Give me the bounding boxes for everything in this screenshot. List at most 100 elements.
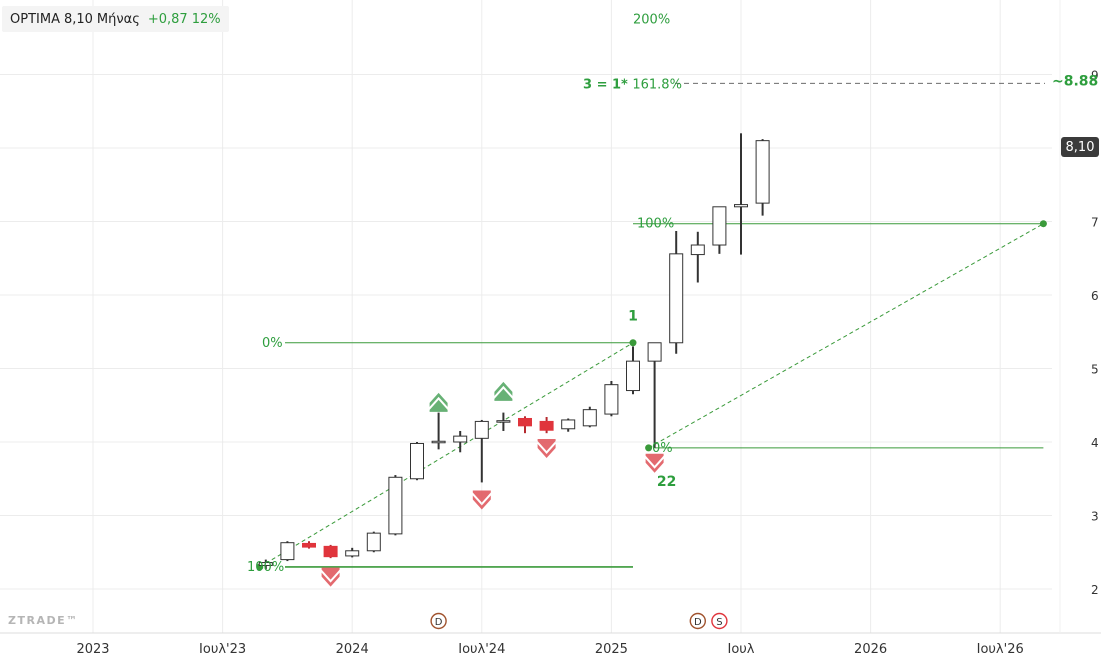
candle-body (388, 476, 403, 535)
x-tick-label: 2026 (854, 642, 887, 657)
trend-point (645, 444, 653, 452)
fib-level-label: 100% (247, 560, 284, 575)
candle-body (345, 550, 360, 557)
candle (582, 406, 597, 428)
candle-body (474, 420, 489, 439)
y-tick-label: 2 (1091, 583, 1099, 597)
trend-point (629, 339, 637, 347)
price-change: +0,87 (147, 11, 188, 27)
current-price-tag: 8,10 (1061, 137, 1099, 157)
top-level-label: 200% (633, 12, 670, 27)
candle-body (453, 435, 468, 443)
signal-down-arrow-icon (321, 567, 340, 587)
trend-line (259, 342, 634, 568)
candle-body (734, 204, 748, 208)
x-tick-label: 2025 (595, 642, 628, 657)
candle-body (323, 545, 338, 558)
candle (280, 541, 295, 562)
instrument-header: OPTIMA 8,10 Μήνας +0,87 12% (2, 6, 229, 32)
candle (690, 231, 705, 283)
candle (669, 231, 684, 354)
candle-body (496, 420, 511, 423)
event-marker-icon (689, 612, 706, 630)
candle (431, 412, 446, 450)
watermark-logo: ZTRADE™ (8, 614, 79, 627)
wave-label: 22 (657, 474, 676, 490)
candle-body (626, 360, 640, 392)
candle (604, 380, 619, 417)
fib-level-label: 100% (637, 217, 674, 232)
candle-body (561, 419, 576, 430)
signal-down-arrow-icon (537, 439, 556, 459)
chart-grid (0, 0, 1052, 633)
wave-label: 1 (628, 309, 638, 325)
instrument-name: OPTIMA (10, 11, 60, 27)
period-label: Μήνας (96, 11, 140, 27)
signal-down-arrow-icon (645, 453, 664, 473)
candle (755, 139, 770, 216)
candle (496, 412, 511, 431)
candle-body (431, 440, 446, 444)
fib-level-label: 0% (262, 336, 283, 351)
candle-body (755, 140, 770, 204)
candle (734, 133, 748, 255)
candle-body (302, 542, 316, 548)
projection-value: ~8.88 (1052, 73, 1098, 89)
event-marker-label: S (716, 617, 722, 628)
candle (345, 547, 360, 558)
candle-body (280, 542, 295, 561)
trend-lines (256, 220, 1047, 571)
price-change-pct: 12% (191, 11, 221, 27)
candle (366, 531, 381, 553)
candle (474, 419, 489, 483)
candle (539, 417, 554, 434)
y-tick-label: 4 (1091, 436, 1099, 450)
x-tick-label: Ιουλ'23 (199, 642, 246, 657)
candle-body (582, 409, 597, 427)
trend-line (648, 223, 1044, 449)
candle (712, 206, 727, 254)
candle-body (366, 532, 381, 552)
event-marker-label: D (694, 617, 702, 628)
x-tick-label: Ιουλ'24 (458, 642, 505, 657)
x-tick-label: Ιουλ (727, 642, 754, 657)
event-marker-label: D (435, 617, 443, 628)
x-tick-label: Ιουλ'26 (977, 642, 1024, 657)
fibonacci-levels (285, 82, 1045, 568)
candle (388, 475, 403, 536)
y-tick-label: 3 (1091, 510, 1099, 524)
candle-body (410, 442, 424, 480)
candle-body (604, 384, 619, 415)
x-tick-label: 2023 (76, 642, 109, 657)
candle (453, 430, 468, 453)
candle-body (518, 417, 532, 427)
signal-arrows (321, 381, 664, 587)
candles (258, 133, 770, 570)
candle (258, 559, 273, 570)
candle (410, 442, 424, 481)
candle (302, 541, 316, 549)
y-tick-label: 5 (1091, 363, 1099, 377)
candle-body (539, 420, 554, 431)
instrument-price: 8,10 (63, 11, 93, 27)
projection-label: 3 = 1* 161.8% (583, 77, 682, 92)
candle-body (712, 206, 727, 246)
y-tick-label: 7 (1091, 216, 1099, 230)
candle (626, 346, 640, 395)
event-marker-icon (711, 612, 728, 630)
trend-point (1039, 220, 1047, 228)
signal-up-arrow-icon (494, 381, 513, 401)
candle (561, 418, 576, 432)
signal-down-arrow-icon (472, 490, 491, 510)
event-marker-icon (430, 612, 447, 630)
fib-level-label: 0% (652, 441, 673, 456)
candle-body (669, 253, 684, 344)
candle (647, 342, 662, 448)
candle (323, 544, 338, 559)
candle (518, 416, 532, 434)
candle-body (258, 562, 273, 566)
candle-body (647, 342, 662, 362)
